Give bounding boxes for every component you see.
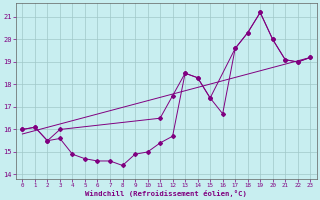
X-axis label: Windchill (Refroidissement éolien,°C): Windchill (Refroidissement éolien,°C): [85, 190, 247, 197]
